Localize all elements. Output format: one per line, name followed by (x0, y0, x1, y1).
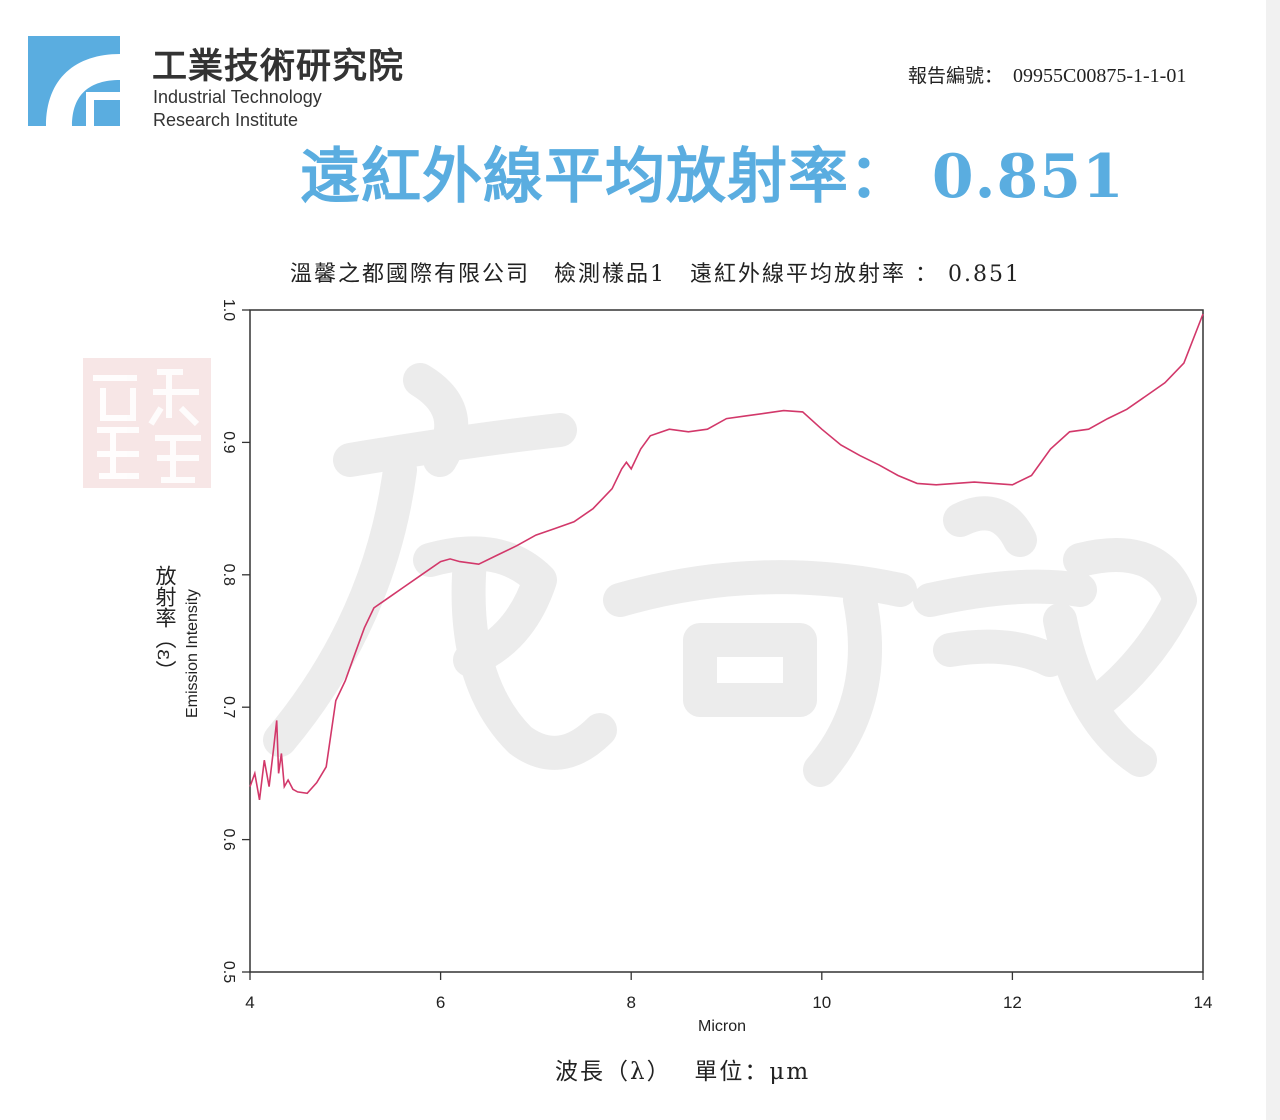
y-tick-label-4: 0.9 (220, 431, 237, 453)
chart-title: 溫馨之都國際有限公司 檢測樣品1 遠紅外線平均放射率 ： 0.851 (290, 262, 1021, 287)
report-label: 報告編號： (908, 65, 1004, 87)
org-name-en-line1: Industrial Technology (153, 87, 322, 107)
org-name-en-line2: Research Institute (153, 110, 299, 130)
y-axis-label: Emission Intensity (184, 589, 201, 718)
x-tick-label-1: 6 (436, 993, 445, 1012)
page-edge (1266, 0, 1280, 1120)
series-line-emissivity (249, 313, 1204, 801)
y-tick-label-2: 0.7 (220, 696, 237, 718)
y-axis-label-cn: 放射率（ε） (153, 565, 177, 681)
y-tick-label-3: 0.8 (220, 564, 237, 586)
org-name-en: Industrial Technology Research Institute (153, 86, 322, 132)
x-tick-label-3: 10 (812, 993, 831, 1012)
org-name-cn: 工業技術研究院 (152, 47, 405, 87)
red-seal-stamp-icon (83, 358, 211, 488)
x-axis-label-cn: 波長（λ） 單位：μm (555, 1059, 811, 1085)
y-tick-label-5: 1.0 (220, 299, 237, 321)
report-number-value: 09955C00875-1-1-01 (1013, 65, 1187, 87)
plot-frame (249, 309, 1204, 973)
itri-logo-icon (28, 36, 120, 126)
y-tick-label-1: 0.6 (220, 828, 237, 850)
x-axis-label: Micron (698, 1018, 747, 1035)
x-tick-label-0: 4 (245, 993, 254, 1012)
y-axis: 0.5 0.6 0.7 0.8 0.9 1.0 (220, 299, 250, 983)
x-tick-label-4: 12 (1003, 993, 1022, 1012)
x-axis: 4 6 8 10 12 14 (245, 972, 1212, 1012)
y-tick-label-0: 0.5 (220, 961, 237, 983)
headline-emissivity: 遠紅外線平均放射率： 0.851 (300, 142, 1125, 212)
x-tick-label-5: 14 (1194, 993, 1213, 1012)
report-number: 報告編號： 09955C00875-1-1-01 (908, 61, 1186, 88)
x-tick-label-2: 8 (626, 993, 635, 1012)
